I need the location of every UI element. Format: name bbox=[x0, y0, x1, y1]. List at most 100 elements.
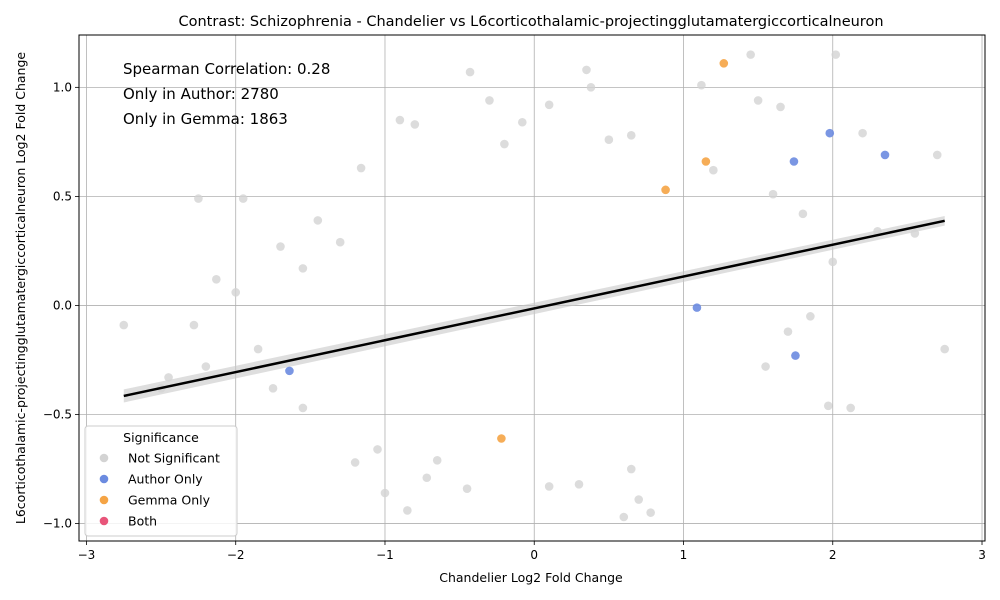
not-significant-point bbox=[783, 327, 793, 336]
not-significant-point bbox=[582, 65, 591, 75]
not-significant-point bbox=[253, 344, 263, 354]
legend-label: Author Only bbox=[128, 472, 203, 487]
not-significant-point bbox=[395, 115, 405, 125]
not-significant-point bbox=[268, 384, 278, 393]
not-significant-point bbox=[380, 488, 390, 498]
not-significant-point bbox=[201, 362, 211, 371]
legend-marker bbox=[99, 453, 109, 463]
not-significant-point bbox=[212, 274, 221, 284]
not-significant-point bbox=[858, 128, 867, 138]
not-significant-point bbox=[619, 512, 629, 522]
not-significant-point bbox=[646, 508, 655, 517]
regression-line-group bbox=[123, 219, 945, 398]
not-significant-point bbox=[298, 403, 308, 413]
chart-title: Contrast: Schizophrenia - Chandelier vs … bbox=[178, 14, 883, 30]
not-significant-point bbox=[574, 479, 584, 489]
not-significant-point bbox=[485, 96, 494, 105]
not-significant-point bbox=[276, 242, 285, 251]
x-tick-label: 1 bbox=[680, 548, 688, 562]
not-significant-point bbox=[350, 458, 360, 467]
gemma-only-point bbox=[719, 59, 729, 68]
x-tick-label: −3 bbox=[78, 548, 96, 562]
not-significant-point bbox=[313, 216, 323, 225]
annotation-text: Only in Author: 2780 bbox=[123, 85, 279, 103]
data-points bbox=[119, 50, 950, 522]
y-axis-label: L6corticothalamic-projectingglutamatergi… bbox=[13, 52, 28, 525]
not-significant-point bbox=[697, 80, 706, 90]
not-significant-point bbox=[544, 482, 554, 491]
not-significant-point bbox=[432, 456, 442, 465]
not-significant-point bbox=[846, 403, 855, 413]
legend-title: Significance bbox=[123, 430, 199, 445]
not-significant-point bbox=[462, 484, 472, 493]
annotation-text: Only in Gemma: 1863 bbox=[123, 110, 288, 128]
not-significant-point bbox=[356, 163, 366, 173]
not-significant-point bbox=[828, 257, 838, 267]
annotations: Spearman Correlation: 0.28 Only in Author… bbox=[123, 60, 330, 128]
not-significant-point bbox=[768, 189, 778, 199]
not-significant-point bbox=[544, 100, 554, 110]
not-significant-point bbox=[164, 373, 173, 382]
x-axis-label: Chandelier Log2 Fold Change bbox=[439, 570, 623, 585]
annotation-text: Spearman Correlation: 0.28 bbox=[123, 60, 330, 78]
not-significant-point bbox=[753, 96, 763, 105]
x-tick-label: −2 bbox=[227, 548, 245, 562]
not-significant-point bbox=[403, 506, 412, 515]
x-tick-label: 3 bbox=[978, 548, 986, 562]
not-significant-point bbox=[189, 320, 199, 330]
not-significant-point bbox=[776, 102, 785, 112]
not-significant-point bbox=[626, 131, 636, 140]
x-tick-label: 2 bbox=[829, 548, 837, 562]
x-tick-label: −1 bbox=[376, 548, 394, 562]
not-significant-point bbox=[500, 139, 509, 149]
author-only-point bbox=[791, 351, 800, 360]
author-only-point bbox=[285, 366, 294, 376]
not-significant-point bbox=[806, 312, 815, 321]
y-tick-label: 0.5 bbox=[53, 189, 72, 203]
y-tick-label: 0.0 bbox=[53, 298, 72, 312]
legend-marker bbox=[99, 495, 109, 505]
not-significant-point bbox=[465, 67, 475, 77]
not-significant-point bbox=[761, 362, 770, 371]
plot-area bbox=[78, 34, 986, 542]
legend-marker bbox=[99, 474, 109, 484]
regression-line bbox=[123, 219, 945, 398]
legend-marker bbox=[99, 516, 109, 526]
not-significant-point bbox=[831, 50, 841, 59]
not-significant-point bbox=[410, 120, 420, 129]
not-significant-point bbox=[634, 495, 644, 504]
not-significant-point bbox=[335, 237, 345, 247]
y-tick-label: −0.5 bbox=[43, 408, 72, 422]
not-significant-point bbox=[604, 135, 614, 144]
not-significant-point bbox=[798, 209, 808, 219]
not-significant-point bbox=[823, 401, 833, 411]
not-significant-point bbox=[298, 264, 308, 273]
author-only-point bbox=[825, 128, 835, 138]
not-significant-point bbox=[932, 150, 942, 160]
not-significant-point bbox=[517, 117, 527, 127]
axes-frame bbox=[78, 34, 986, 542]
legend-label: Gemma Only bbox=[128, 493, 211, 508]
axis-ticks: −3 −2 −1 0 1 2 3 −1.0 −0.5 0.0 0.5 1.0 bbox=[43, 80, 986, 562]
not-significant-point bbox=[746, 50, 755, 59]
legend-label: Both bbox=[128, 514, 157, 529]
not-significant-point bbox=[231, 288, 241, 297]
not-significant-point bbox=[910, 229, 920, 238]
not-significant-point bbox=[238, 194, 248, 203]
not-significant-point bbox=[422, 473, 432, 483]
legend-box bbox=[84, 425, 238, 537]
author-only-point bbox=[692, 303, 702, 312]
author-only-point bbox=[880, 150, 890, 160]
author-only-point bbox=[789, 157, 799, 166]
x-tick-label: 0 bbox=[530, 548, 538, 562]
gemma-only-point bbox=[661, 185, 670, 195]
legend: Significance Not Significant Author Only Ge… bbox=[84, 425, 238, 537]
not-significant-point bbox=[586, 83, 596, 92]
not-significant-point bbox=[373, 445, 382, 454]
y-tick-label: −1.0 bbox=[43, 517, 72, 531]
legend-label: Not Significant bbox=[128, 451, 220, 466]
not-significant-point bbox=[709, 165, 718, 175]
gemma-only-point bbox=[701, 157, 711, 166]
not-significant-point bbox=[194, 194, 203, 203]
